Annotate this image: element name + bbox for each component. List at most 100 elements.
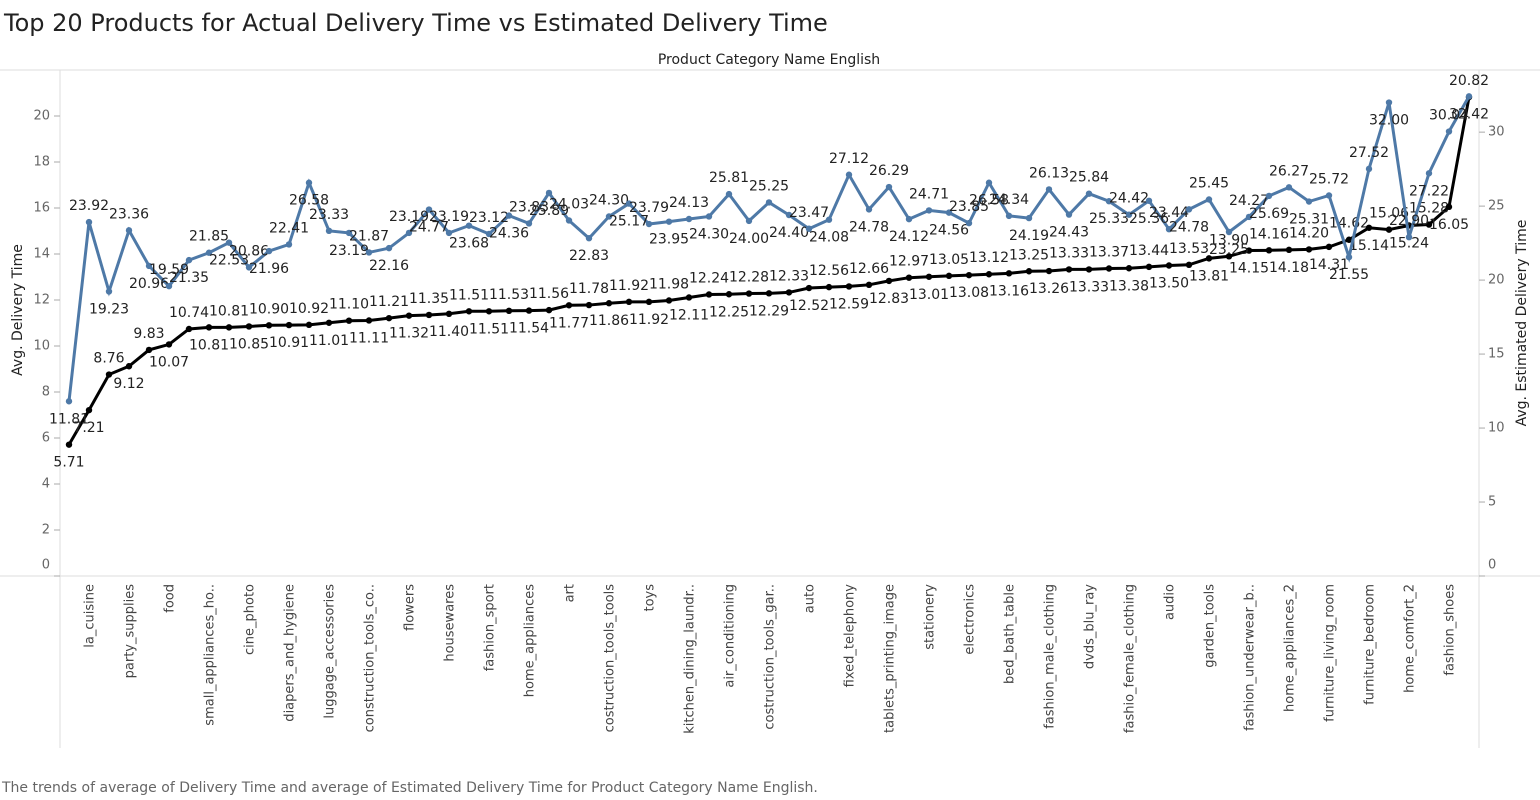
data-label: 23.12 <box>469 210 509 226</box>
point <box>1005 270 1013 277</box>
point <box>125 227 133 234</box>
y-tick-label: 0 <box>42 558 50 573</box>
point <box>785 211 793 219</box>
point <box>1325 243 1333 251</box>
data-label: 11.21 <box>369 294 409 310</box>
data-label: 13.01 <box>909 287 949 303</box>
x-tick-label: fashion_shoes <box>1443 584 1458 676</box>
point <box>1365 165 1373 173</box>
x-tick-label: air_conditioning <box>723 584 738 688</box>
x-tick-label: fixed_telephony <box>843 584 858 688</box>
data-label: 21.96 <box>249 261 289 277</box>
data-label: 27.12 <box>829 151 869 167</box>
point <box>465 222 473 229</box>
data-label: 25.45 <box>1189 175 1229 191</box>
data-label: 24.34 <box>989 192 1029 208</box>
y-tick-label: 2 <box>42 523 50 538</box>
data-label: 13.33 <box>1049 245 1089 261</box>
x-tick-label: la_cuisine <box>83 584 98 648</box>
data-label: 12.11 <box>669 307 709 323</box>
data-label: 14.31 <box>1309 257 1349 273</box>
data-label: 12.66 <box>849 261 889 277</box>
y2-tick-label: 15 <box>1488 347 1505 362</box>
point <box>1365 224 1373 231</box>
point <box>365 317 373 324</box>
point <box>1185 261 1193 269</box>
point <box>545 306 553 314</box>
point <box>1205 255 1213 262</box>
x-tick-label: costruction_tools_tools <box>603 584 618 733</box>
point <box>565 302 573 309</box>
data-label: 20.96 <box>129 276 169 292</box>
point <box>265 322 273 329</box>
point <box>385 314 393 322</box>
data-label: 10.85 <box>229 336 269 352</box>
point <box>1245 247 1253 254</box>
point <box>425 311 433 319</box>
point <box>1005 212 1013 220</box>
point <box>625 298 633 306</box>
point <box>925 207 933 214</box>
data-label: 21.85 <box>189 229 229 245</box>
chart-title: Top 20 Products for Actual Delivery Time… <box>3 9 828 37</box>
data-label: 25.69 <box>1249 206 1289 222</box>
point <box>1165 225 1173 233</box>
point <box>845 171 853 178</box>
point <box>905 274 913 281</box>
point <box>405 312 413 319</box>
data-label: 22.53 <box>209 253 249 269</box>
x-tick-label: tablets_printing_image <box>883 584 898 733</box>
y2-axis-title: Avg. Estimated Delivery Time <box>1514 220 1530 427</box>
data-label: 11.56 <box>529 286 569 302</box>
data-label: 11.53 <box>489 287 529 303</box>
data-label: 30.04 <box>1429 108 1469 124</box>
header: Product Category Name English <box>658 52 880 68</box>
data-label: 22.41 <box>269 220 309 236</box>
data-label: 26.27 <box>1269 163 1309 179</box>
point <box>585 235 593 242</box>
point <box>345 317 353 324</box>
x-tick-label: housewares <box>443 584 458 662</box>
point <box>805 225 813 232</box>
data-label: 12.24 <box>689 270 729 286</box>
point <box>525 220 533 227</box>
data-label: 12.97 <box>889 254 929 270</box>
x-tick-label: home_comfort_2 <box>1403 584 1418 693</box>
point <box>465 308 473 315</box>
point <box>945 272 953 280</box>
point <box>565 217 573 224</box>
point <box>1085 190 1093 197</box>
data-label: 11.01 <box>309 333 349 349</box>
point <box>845 283 853 290</box>
data-label: 10.91 <box>269 335 309 351</box>
data-label: 12.25 <box>709 304 749 320</box>
point <box>185 325 193 333</box>
data-label: 23.68 <box>449 236 489 252</box>
data-label: 20.82 <box>1449 73 1489 89</box>
point <box>1145 197 1153 204</box>
x-tick-label: food <box>163 584 178 613</box>
point <box>785 289 793 296</box>
point <box>1185 206 1193 213</box>
data-label: 12.83 <box>869 291 909 307</box>
point <box>1065 266 1073 273</box>
point <box>685 215 693 223</box>
x-tick-label: furniture_bedroom <box>1363 584 1378 705</box>
point <box>105 371 113 378</box>
point <box>1325 192 1333 199</box>
x-tick-label: flowers <box>403 584 418 631</box>
point <box>1205 196 1213 203</box>
x-tick-label: garden_tools <box>1203 584 1218 668</box>
data-label: 11.86 <box>589 313 629 329</box>
data-label: 10.74 <box>169 305 209 321</box>
data-label: 10.07 <box>149 354 189 370</box>
point <box>485 308 493 315</box>
x-tick-label: fashion_male_clothing <box>1043 584 1058 729</box>
point <box>725 291 733 298</box>
point <box>1265 247 1273 254</box>
data-label: 25.72 <box>1309 171 1349 187</box>
data-label: 11.81 <box>49 411 89 427</box>
data-label: 13.08 <box>949 285 989 301</box>
y-tick-label: 10 <box>33 339 50 354</box>
